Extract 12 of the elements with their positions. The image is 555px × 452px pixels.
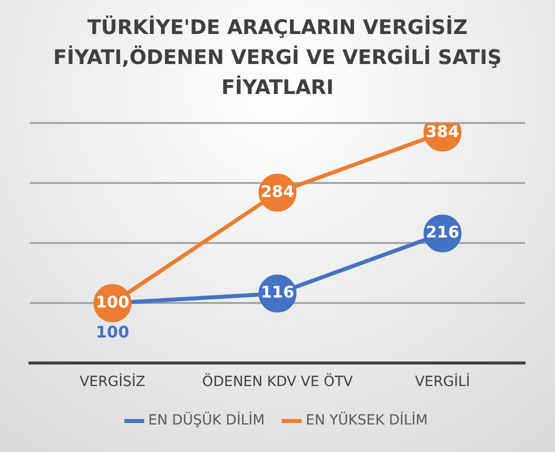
x-tick-label: VERGİLİ (414, 373, 470, 390)
x-tick-label: VERGİSİZ (80, 373, 146, 390)
legend-label: EN DÜŞÜK DİLİM (148, 412, 265, 429)
data-label: 116 (260, 282, 294, 302)
legend-label: EN YÜKSEK DİLİM (306, 412, 428, 429)
data-label: 384 (426, 122, 460, 141)
data-label: 100 (96, 292, 130, 312)
x-tick-label: ÖDENEN KDV VE ÖTV (202, 373, 354, 390)
chart-title: TÜRKİYE'DE ARAÇLARIN VERGİSİZ FİYATI,ÖDENEN VERGİ VE VERGİLİ SATIŞ FİYATLARI (52, 14, 503, 101)
data-label: 100 (96, 322, 130, 342)
data-label: 284 (260, 182, 294, 201)
data-label: 216 (426, 222, 460, 242)
